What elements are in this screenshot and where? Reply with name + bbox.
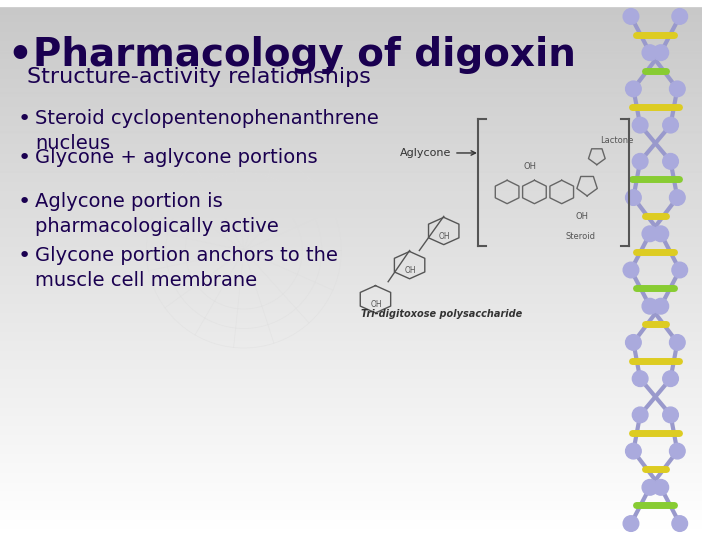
Text: Glycone + aglycone portions: Glycone + aglycone portions — [35, 148, 318, 167]
Circle shape — [624, 516, 639, 531]
Text: •: • — [17, 192, 31, 212]
Circle shape — [642, 45, 658, 60]
Text: OH: OH — [371, 300, 382, 309]
Circle shape — [626, 81, 642, 97]
Circle shape — [624, 9, 639, 24]
Circle shape — [642, 480, 658, 495]
Circle shape — [632, 153, 648, 169]
Circle shape — [626, 335, 642, 350]
Text: •: • — [17, 246, 31, 266]
Circle shape — [670, 443, 685, 459]
Circle shape — [642, 226, 658, 241]
Circle shape — [653, 299, 669, 314]
Circle shape — [626, 190, 642, 205]
Circle shape — [632, 371, 648, 387]
Circle shape — [662, 153, 678, 169]
Text: Aglycone: Aglycone — [400, 148, 475, 158]
Circle shape — [662, 407, 678, 423]
Circle shape — [670, 335, 685, 350]
Text: •Pharmacology of digoxin: •Pharmacology of digoxin — [8, 36, 576, 74]
Circle shape — [662, 117, 678, 133]
Text: •: • — [17, 109, 31, 129]
Text: •: • — [17, 148, 31, 168]
Text: Tri-digitoxose polysaccharide: Tri-digitoxose polysaccharide — [361, 309, 522, 319]
Circle shape — [670, 190, 685, 205]
Circle shape — [653, 45, 669, 60]
Text: Steroid cyclopentenophenanthrene
nucleus: Steroid cyclopentenophenanthrene nucleus — [35, 109, 379, 153]
Text: OH: OH — [575, 212, 588, 221]
Circle shape — [624, 262, 639, 278]
Circle shape — [670, 81, 685, 97]
Circle shape — [632, 117, 648, 133]
Circle shape — [672, 9, 688, 24]
Circle shape — [653, 226, 669, 241]
Text: OH: OH — [523, 161, 536, 171]
Circle shape — [626, 443, 642, 459]
Circle shape — [632, 407, 648, 423]
Circle shape — [672, 516, 688, 531]
Text: Steroid: Steroid — [566, 232, 595, 241]
Text: Aglycone portion is
pharmacologically active: Aglycone portion is pharmacologically ac… — [35, 192, 279, 236]
Text: Glycone portion anchors to the
muscle cell membrane: Glycone portion anchors to the muscle ce… — [35, 246, 338, 289]
Text: Structure-activity relationships: Structure-activity relationships — [27, 67, 372, 87]
Text: OH: OH — [439, 232, 451, 241]
Circle shape — [672, 262, 688, 278]
Circle shape — [642, 299, 658, 314]
Text: Lactone: Lactone — [600, 136, 633, 145]
Circle shape — [662, 371, 678, 387]
Text: OH: OH — [405, 266, 416, 275]
Circle shape — [653, 480, 669, 495]
